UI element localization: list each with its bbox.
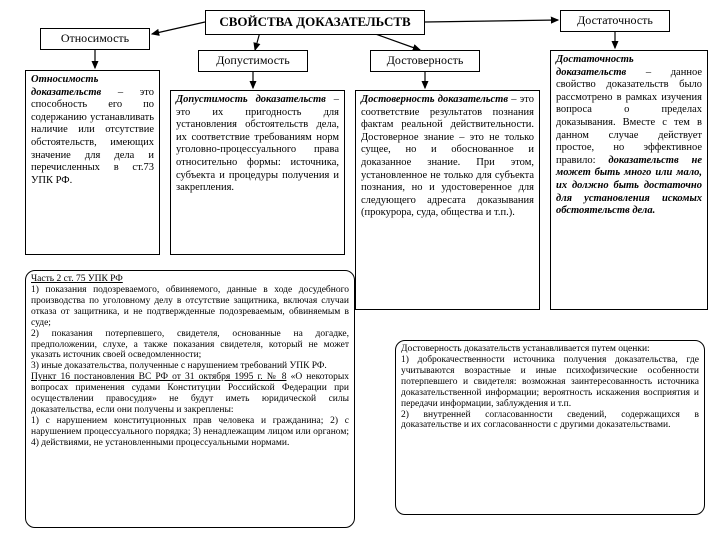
note-para: 1) с нарушением конституционных прав чел… <box>31 416 349 449</box>
desc-mid: – данное свойство доказательств было рас… <box>556 67 702 166</box>
prop-label: Достаточность <box>577 13 653 27</box>
diagram-title: СВОЙСТВА ДОКАЗАТЕЛЬСТВ <box>205 10 425 35</box>
desc-body: – это способность его по содержанию уста… <box>31 87 154 186</box>
note-heading-2: Пункт 16 постановления ВС РФ от 31 октяб… <box>31 372 286 382</box>
desc-body: – это их пригодность для установления об… <box>176 94 339 193</box>
note-para: 1) доброкачественности источника получен… <box>401 355 699 410</box>
desc-reliability: Достоверность доказательств – это соотве… <box>355 90 540 310</box>
desc-head: Относимость доказательств <box>31 74 101 98</box>
note-heading: Часть 2 ст. 75 УПК РФ <box>31 274 349 285</box>
prop-sufficiency: Достаточность <box>560 10 670 32</box>
note-para: 3) иные доказательства, полученные с нар… <box>31 361 349 372</box>
desc-sufficiency: Достаточность доказательств – данное сво… <box>550 50 708 310</box>
note-para: 2) внутренней согласованности сведений, … <box>401 410 699 432</box>
desc-relevance: Относимость доказательств – это способно… <box>25 70 160 255</box>
note-upc-75: Часть 2 ст. 75 УПК РФ 1) показания подоз… <box>25 270 355 528</box>
note-para: 1) показания подозреваемого, обвиняемого… <box>31 285 349 329</box>
note-heading: Достоверность доказательств устанавливае… <box>401 344 699 355</box>
prop-admissibility: Допустимость <box>198 50 308 72</box>
note-reliability-eval: Достоверность доказательств устанавливае… <box>395 340 705 515</box>
desc-head: Достаточность доказательств <box>556 54 634 78</box>
prop-label: Относимость <box>61 31 129 45</box>
desc-head: Допустимость доказательств <box>176 94 326 105</box>
prop-label: Допустимость <box>216 53 290 67</box>
title-text: СВОЙСТВА ДОКАЗАТЕЛЬСТВ <box>219 14 410 29</box>
desc-admissibility: Допустимость доказательств – это их приг… <box>170 90 345 255</box>
prop-label: Достоверность <box>387 53 464 67</box>
desc-body: – это соответствие результатов познания … <box>361 94 534 218</box>
prop-reliability: Достоверность <box>370 50 480 72</box>
prop-relevance: Относимость <box>40 28 150 50</box>
note-para: 2) показания потерпевшего, свидетеля, ос… <box>31 329 349 362</box>
desc-head: Достоверность доказательств <box>361 94 508 105</box>
